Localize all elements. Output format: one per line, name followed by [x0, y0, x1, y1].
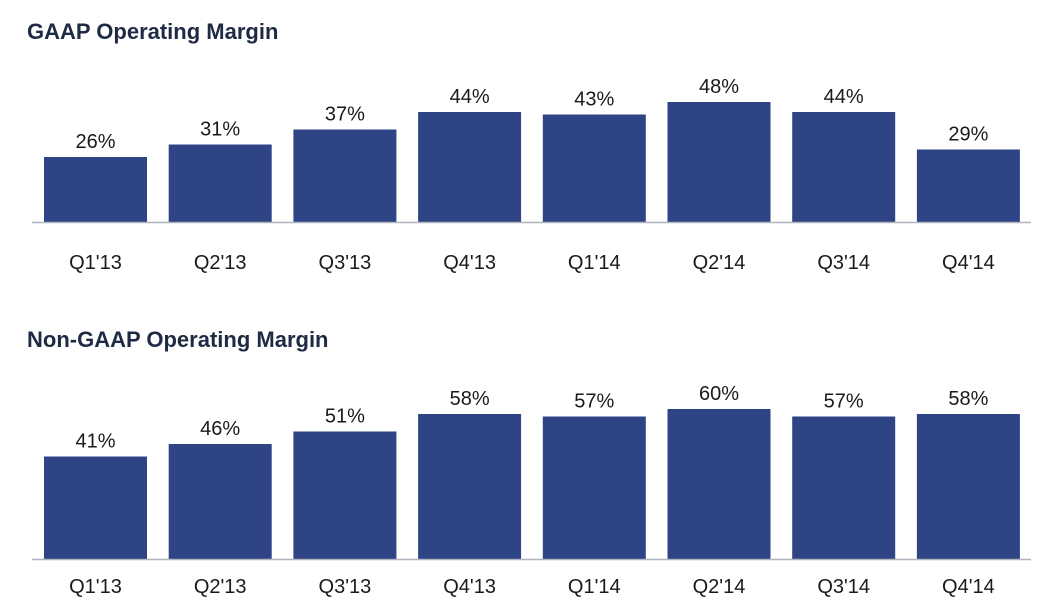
- non-gaap-bar-value-label-7: 58%: [948, 388, 988, 410]
- gaap-x-tick-label-2: Q3'13: [319, 252, 372, 274]
- non-gaap-bar-value-label-3: 58%: [450, 388, 490, 410]
- non-gaap-bar-4: [542, 416, 646, 559]
- non-gaap-bar-7: [916, 414, 1020, 559]
- gaap-bar-value-label-4: 43%: [574, 89, 614, 111]
- non-gaap-x-tick-label-3: Q4'13: [443, 576, 496, 598]
- non-gaap-bar-5: [667, 409, 771, 559]
- gaap-bar-3: [418, 112, 522, 222]
- non-gaap-operating-margin-chart: 41% Q1'13 46% Q2'13 51% Q3'13 58% Q4'13 57% Q1'14…: [32, 383, 1031, 598]
- gaap-bar-4: [542, 114, 646, 222]
- gaap-x-tick-label-0: Q1'13: [69, 252, 122, 274]
- gaap-x-tick-label-7: Q4'14: [942, 252, 995, 274]
- gaap-bar-6: [792, 112, 896, 222]
- gaap-bar-value-label-3: 44%: [450, 86, 490, 108]
- gaap-x-tick-label-6: Q3'14: [817, 252, 870, 274]
- non-gaap-bar-3: [418, 414, 522, 559]
- gaap-bar-0: [44, 157, 147, 222]
- gaap-x-tick-label-3: Q4'13: [443, 252, 496, 274]
- gaap-bar-1: [168, 144, 272, 222]
- gaap-bar-7: [916, 149, 1020, 222]
- gaap-chart-title: GAAP Operating Margin: [27, 19, 279, 44]
- non-gaap-bar-value-label-2: 51%: [325, 406, 365, 428]
- gaap-bar-2: [293, 129, 397, 222]
- gaap-operating-margin-chart: 26% Q1'13 31% Q2'13 37% Q3'13 44% Q4'13 43% Q1'14…: [32, 76, 1031, 274]
- non-gaap-bar-0: [44, 456, 147, 559]
- non-gaap-x-tick-label-1: Q2'13: [194, 576, 247, 598]
- non-gaap-bar-1: [168, 444, 272, 559]
- non-gaap-bar-2: [293, 431, 397, 559]
- non-gaap-bar-value-label-4: 57%: [574, 391, 614, 413]
- non-gaap-x-tick-label-7: Q4'14: [942, 576, 995, 598]
- non-gaap-bar-6: [792, 416, 896, 559]
- non-gaap-bar-value-label-0: 41%: [75, 431, 115, 453]
- non-gaap-x-tick-label-0: Q1'13: [69, 576, 122, 598]
- gaap-bar-5: [667, 102, 771, 222]
- non-gaap-bar-value-label-5: 60%: [699, 383, 739, 405]
- gaap-bar-value-label-0: 26%: [75, 131, 115, 153]
- gaap-bar-value-label-6: 44%: [824, 86, 864, 108]
- non-gaap-bar-value-label-6: 57%: [824, 391, 864, 413]
- gaap-x-tick-label-1: Q2'13: [194, 252, 247, 274]
- gaap-bar-value-label-5: 48%: [699, 76, 739, 98]
- non-gaap-x-tick-label-5: Q2'14: [693, 576, 746, 598]
- gaap-bar-value-label-1: 31%: [200, 119, 240, 141]
- gaap-x-tick-label-4: Q1'14: [568, 252, 621, 274]
- gaap-x-tick-label-5: Q2'14: [693, 252, 746, 274]
- gaap-bar-value-label-2: 37%: [325, 104, 365, 126]
- non-gaap-x-tick-label-6: Q3'14: [817, 576, 870, 598]
- non-gaap-x-tick-label-2: Q3'13: [319, 576, 372, 598]
- non-gaap-chart-title: Non-GAAP Operating Margin: [27, 327, 329, 352]
- non-gaap-x-tick-label-4: Q1'14: [568, 576, 621, 598]
- non-gaap-bar-value-label-1: 46%: [200, 418, 240, 440]
- gaap-bar-value-label-7: 29%: [948, 124, 988, 146]
